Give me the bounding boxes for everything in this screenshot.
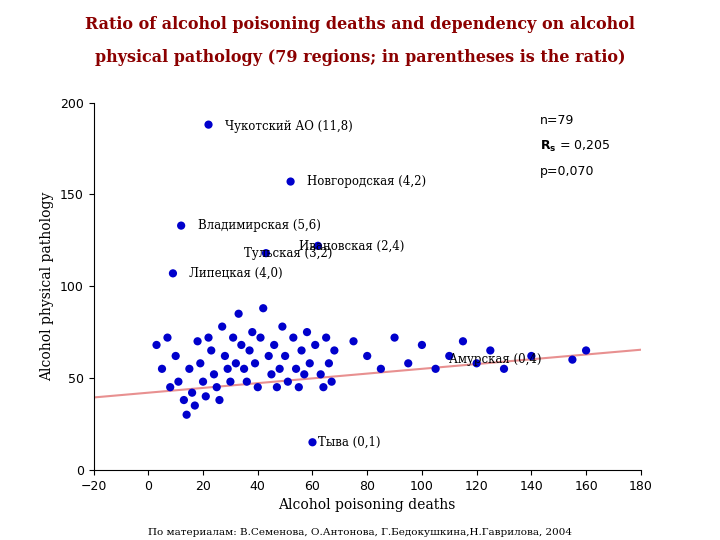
- Point: [304, 359, 315, 368]
- Point: [320, 333, 332, 342]
- Point: [211, 383, 222, 391]
- Point: [274, 364, 285, 373]
- Text: Новгородская (4,2): Новгородская (4,2): [307, 175, 426, 188]
- Point: [282, 377, 294, 386]
- Point: [471, 359, 482, 368]
- Point: [326, 377, 338, 386]
- Point: [260, 249, 271, 258]
- Point: [263, 352, 274, 360]
- Text: Ratio of alcohol poisoning deaths and dependency on alcohol: Ratio of alcohol poisoning deaths and de…: [85, 16, 635, 33]
- Point: [173, 377, 184, 386]
- Point: [186, 388, 198, 397]
- Point: [170, 352, 181, 360]
- Point: [328, 346, 340, 355]
- Point: [249, 359, 261, 368]
- Point: [228, 333, 239, 342]
- Point: [203, 333, 215, 342]
- Text: n=79: n=79: [539, 113, 574, 126]
- Point: [290, 364, 302, 373]
- Point: [323, 359, 335, 368]
- Text: Чукотский АО (11,8): Чукотский АО (11,8): [225, 120, 353, 133]
- Point: [235, 341, 247, 349]
- Point: [252, 383, 264, 391]
- Point: [162, 333, 174, 342]
- Point: [457, 337, 469, 346]
- Text: Липецкая (4,0): Липецкая (4,0): [189, 267, 283, 280]
- Point: [203, 120, 215, 129]
- Point: [238, 364, 250, 373]
- Point: [178, 396, 189, 404]
- Text: Ивановская (2,4): Ивановская (2,4): [299, 239, 404, 253]
- Point: [241, 377, 253, 386]
- Point: [279, 352, 291, 360]
- Point: [299, 370, 310, 379]
- Point: [485, 346, 496, 355]
- Point: [230, 359, 242, 368]
- Point: [176, 221, 187, 230]
- Point: [200, 392, 212, 401]
- Text: Тульская (3,2): Тульская (3,2): [244, 247, 333, 260]
- Point: [225, 377, 236, 386]
- Point: [416, 341, 428, 349]
- Point: [567, 355, 578, 364]
- Point: [189, 401, 201, 410]
- Point: [244, 346, 256, 355]
- Point: [205, 346, 217, 355]
- X-axis label: Alcohol poisoning deaths: Alcohol poisoning deaths: [279, 498, 456, 512]
- Point: [312, 241, 324, 250]
- Point: [296, 346, 307, 355]
- Point: [375, 364, 387, 373]
- Point: [276, 322, 288, 331]
- Point: [208, 370, 220, 379]
- Point: [219, 352, 230, 360]
- Text: p=0,070: p=0,070: [539, 165, 594, 178]
- Point: [150, 341, 162, 349]
- Point: [430, 364, 441, 373]
- Point: [318, 383, 329, 391]
- Point: [167, 269, 179, 278]
- Point: [222, 364, 233, 373]
- Point: [246, 328, 258, 336]
- Point: [164, 383, 176, 391]
- Point: [194, 359, 206, 368]
- Point: [580, 346, 592, 355]
- Text: Тыва (0,1): Тыва (0,1): [318, 436, 380, 449]
- Text: По материалам: В.Семенова, О.Антонова, Г.Бедокушкина,Н.Гаврилова, 2004: По материалам: В.Семенова, О.Антонова, Г…: [148, 528, 572, 537]
- Point: [293, 383, 305, 391]
- Point: [258, 304, 269, 313]
- Point: [301, 328, 312, 336]
- Point: [315, 370, 326, 379]
- Point: [269, 341, 280, 349]
- Point: [184, 364, 195, 373]
- Point: [266, 370, 277, 379]
- Point: [192, 337, 203, 346]
- Point: [197, 377, 209, 386]
- Text: physical pathology (79 regions; in parentheses is the ratio): physical pathology (79 regions; in paren…: [95, 49, 625, 65]
- Point: [285, 177, 297, 186]
- Point: [271, 383, 283, 391]
- Point: [156, 364, 168, 373]
- Point: [348, 337, 359, 346]
- Point: [310, 341, 321, 349]
- Text: Амурская (0,4): Амурская (0,4): [449, 353, 541, 366]
- Point: [181, 410, 192, 419]
- Point: [217, 322, 228, 331]
- Point: [389, 333, 400, 342]
- Point: [287, 333, 299, 342]
- Text: $\mathbf{R_s}$ = 0,205: $\mathbf{R_s}$ = 0,205: [539, 139, 610, 154]
- Text: Владимирская (5,6): Владимирская (5,6): [197, 219, 320, 232]
- Point: [526, 352, 537, 360]
- Y-axis label: Alcohol physical pathology: Alcohol physical pathology: [40, 192, 55, 381]
- Point: [233, 309, 244, 318]
- Point: [402, 359, 414, 368]
- Point: [444, 352, 455, 360]
- Point: [307, 438, 318, 447]
- Point: [361, 352, 373, 360]
- Point: [498, 364, 510, 373]
- Point: [255, 333, 266, 342]
- Point: [214, 396, 225, 404]
